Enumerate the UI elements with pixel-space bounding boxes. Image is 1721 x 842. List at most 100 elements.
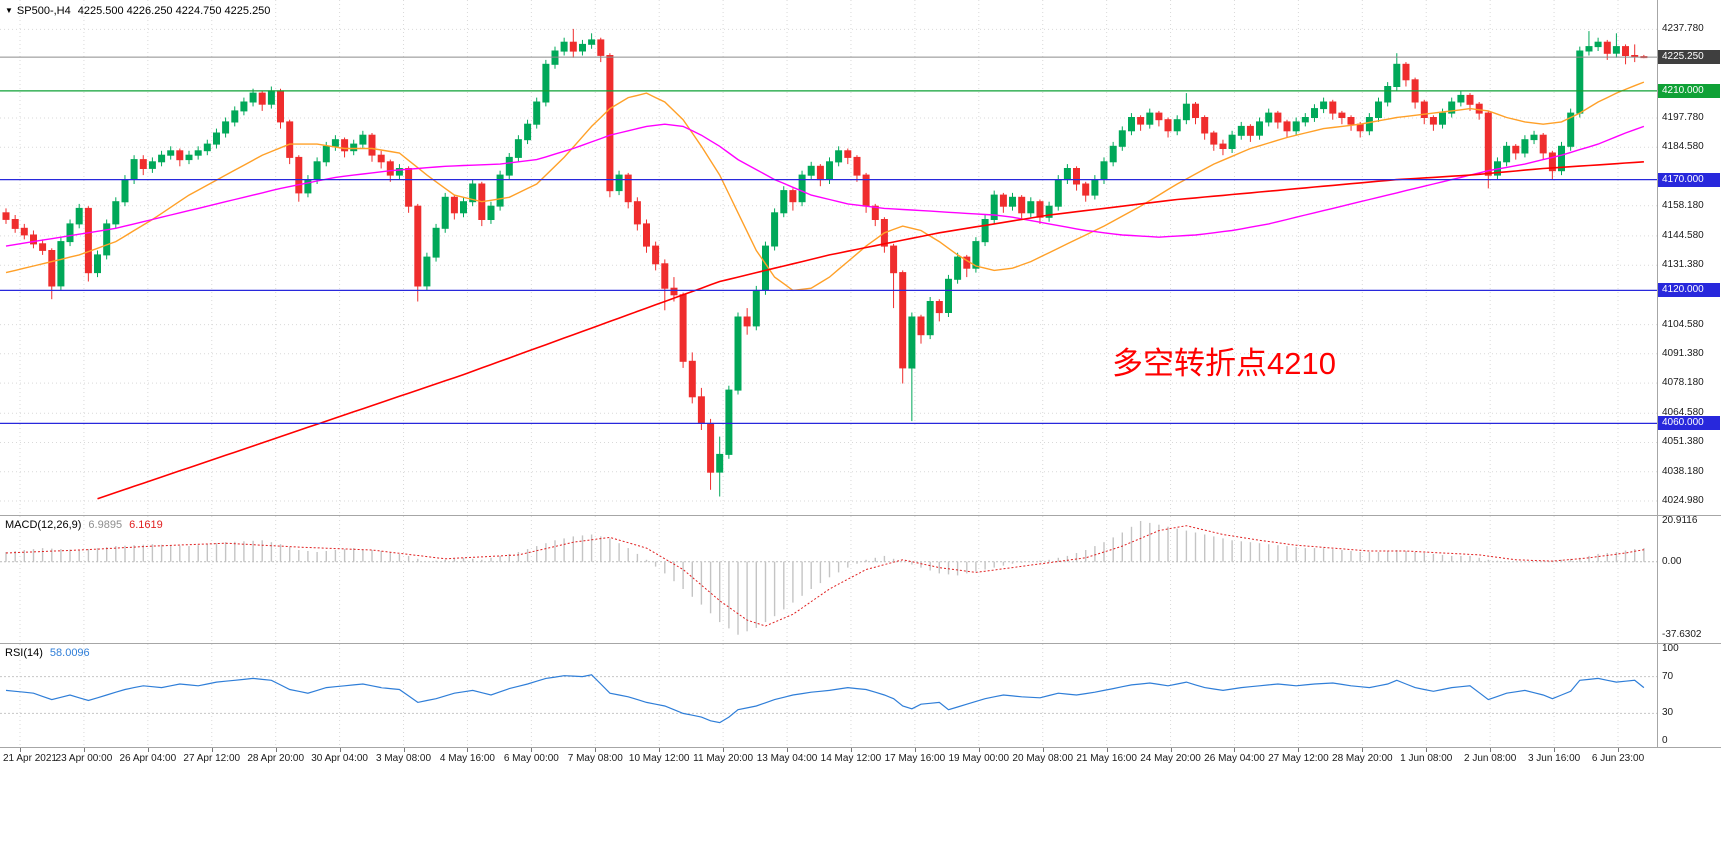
ma-mid-magenta [5, 123, 1645, 247]
price-axis[interactable]: 4237.780 4197.780 4184.580 4158.180 4144.580… [1657, 0, 1721, 842]
chart-dropdown-icon: ▼ [5, 6, 13, 15]
time-axis-tick [1426, 748, 1428, 752]
symbol-period-label: SP500-,H4 [16, 5, 71, 17]
price-axis-label: 4131.380 [1662, 259, 1704, 271]
price-axis-label: 4144.580 [1662, 229, 1704, 241]
time-axis[interactable]: 21 Apr 2021 23 Apr 00:00 26 Apr 04:00 27 Ap… [0, 747, 1721, 779]
time-axis-label: 14 May 12:00 [820, 753, 882, 764]
price-axis-label: 4158.180 [1662, 199, 1704, 211]
main-price-chart[interactable] [0, 0, 1657, 515]
candles-layer [2, 28, 1648, 497]
levels-layer[interactable] [0, 56, 1657, 425]
time-axis-tick [1042, 748, 1044, 752]
time-axis-tick [1106, 748, 1108, 752]
time-axis-label: 4 May 16:00 [439, 753, 495, 764]
main-grid [0, 0, 1657, 515]
price-axis-label: 4184.580 [1662, 141, 1704, 153]
price-axis-label: 4038.180 [1662, 465, 1704, 477]
rsi-axis-label: 30 [1662, 707, 1674, 719]
panel-divider-macd[interactable] [0, 515, 1721, 516]
time-axis-label: 27 Apr 12:00 [183, 753, 241, 764]
time-axis-label: 23 Apr 00:00 [55, 753, 113, 764]
time-axis-label: 3 May 08:00 [375, 753, 432, 764]
panel-divider-rsi[interactable] [0, 643, 1721, 644]
time-axis-tick [275, 748, 277, 752]
time-axis-tick [787, 748, 789, 752]
time-axis-label: 7 May 08:00 [567, 753, 623, 764]
time-axis-tick [850, 748, 852, 752]
rsi-value: 58.0096 [49, 647, 90, 659]
time-axis-label: 26 Apr 04:00 [119, 753, 177, 764]
rsi-name: RSI(14) [5, 647, 43, 659]
price-axis-label: 4064.580 [1662, 407, 1704, 419]
ohlc-values: 4225.500 4226.250 4224.750 4225.250 [77, 5, 271, 17]
time-axis-tick [531, 748, 533, 752]
macd-name: MACD(12,26,9) [5, 519, 82, 531]
time-axis-tick [1298, 748, 1300, 752]
time-axis-label: 6 May 00:00 [503, 753, 559, 764]
price-tag-4170.000: 4170.000 [1658, 172, 1720, 187]
annotation-text[interactable]: 多空转折点4210 [1112, 346, 1336, 381]
time-axis-tick [147, 748, 149, 752]
time-axis-tick [978, 748, 980, 752]
time-axis-label: 24 May 20:00 [1140, 753, 1201, 764]
price-axis-label: 4091.380 [1662, 347, 1704, 359]
time-axis-tick [83, 748, 85, 752]
rsi-axis-label: 100 [1662, 643, 1679, 654]
price-axis-label: 4078.180 [1662, 377, 1704, 389]
macd-axis-label: 0.00 [1662, 555, 1682, 567]
macd-axis-label: 20.9116 [1662, 515, 1698, 526]
time-axis-tick [211, 748, 213, 752]
time-axis-label: 28 May 20:00 [1332, 753, 1393, 764]
price-tag-4210.000: 4210.000 [1658, 83, 1720, 98]
price-axis-label: 4051.380 [1662, 436, 1704, 448]
time-axis-label: 26 May 04:00 [1204, 753, 1265, 764]
time-axis-tick [914, 748, 916, 752]
price-tag-4060.000: 4060.000 [1658, 416, 1720, 431]
time-axis-tick [1170, 748, 1172, 752]
macd-axis-label: -37.6302 [1662, 629, 1702, 640]
time-axis-label: 21 Apr 2021 [3, 753, 57, 764]
macd-label: MACD(12,26,9) 6.9895 6.1619 [5, 519, 163, 531]
time-axis-tick [1234, 748, 1236, 752]
time-axis-label: 21 May 16:00 [1076, 753, 1137, 764]
time-axis-label: 13 May 04:00 [756, 753, 818, 764]
time-axis-label: 30 Apr 04:00 [311, 753, 368, 764]
price-tag-4120.000: 4120.000 [1658, 283, 1720, 298]
time-axis-label: 27 May 12:00 [1268, 753, 1329, 764]
rsi-indicator-panel[interactable] [0, 644, 1657, 747]
time-axis-label: 6 Jun 23:00 [1591, 753, 1645, 764]
price-axis-label: 4237.780 [1662, 23, 1704, 35]
macd-signal-line [5, 525, 1644, 627]
rsi-line [5, 674, 1645, 724]
price-tag-4225.250: 4225.250 [1658, 50, 1720, 65]
time-axis-label: 3 Jun 16:00 [1527, 753, 1581, 764]
time-axis-tick [403, 748, 405, 752]
time-axis-label: 19 May 00:00 [948, 753, 1010, 764]
macd-signal-value: 6.1619 [129, 519, 163, 531]
time-axis-tick [1362, 748, 1364, 752]
price-axis-label: 4104.580 [1662, 318, 1704, 330]
price-axis-border [1657, 0, 1658, 747]
rsi-axis-label: 0 [1662, 735, 1668, 746]
price-axis-label: 4197.780 [1662, 112, 1704, 123]
time-axis-tick [20, 748, 21, 752]
macd-indicator-panel[interactable] [0, 516, 1657, 643]
time-axis-tick [723, 748, 725, 752]
macd-main-value: 6.9895 [88, 519, 123, 531]
time-axis-label: 2 Jun 08:00 [1464, 753, 1517, 764]
rsi-label: RSI(14) 58.0096 [5, 647, 90, 659]
chart-title-bar: ▼ SP500-,H4 4225.500 4226.250 4224.750 422… [5, 5, 270, 17]
time-axis-label: 10 May 12:00 [628, 753, 690, 764]
time-axis-tick [1618, 748, 1619, 752]
time-axis-label: 17 May 16:00 [884, 753, 946, 764]
time-axis-divider [0, 747, 1721, 748]
time-axis-tick [1490, 748, 1492, 752]
time-axis-label: 1 Jun 08:00 [1400, 753, 1453, 764]
rsi-axis-label: 70 [1662, 670, 1674, 682]
time-axis-tick [339, 748, 341, 752]
time-axis-label: 11 May 20:00 [693, 753, 754, 764]
price-axis-label: 4024.980 [1662, 494, 1704, 506]
macd-histogram [5, 521, 1645, 635]
